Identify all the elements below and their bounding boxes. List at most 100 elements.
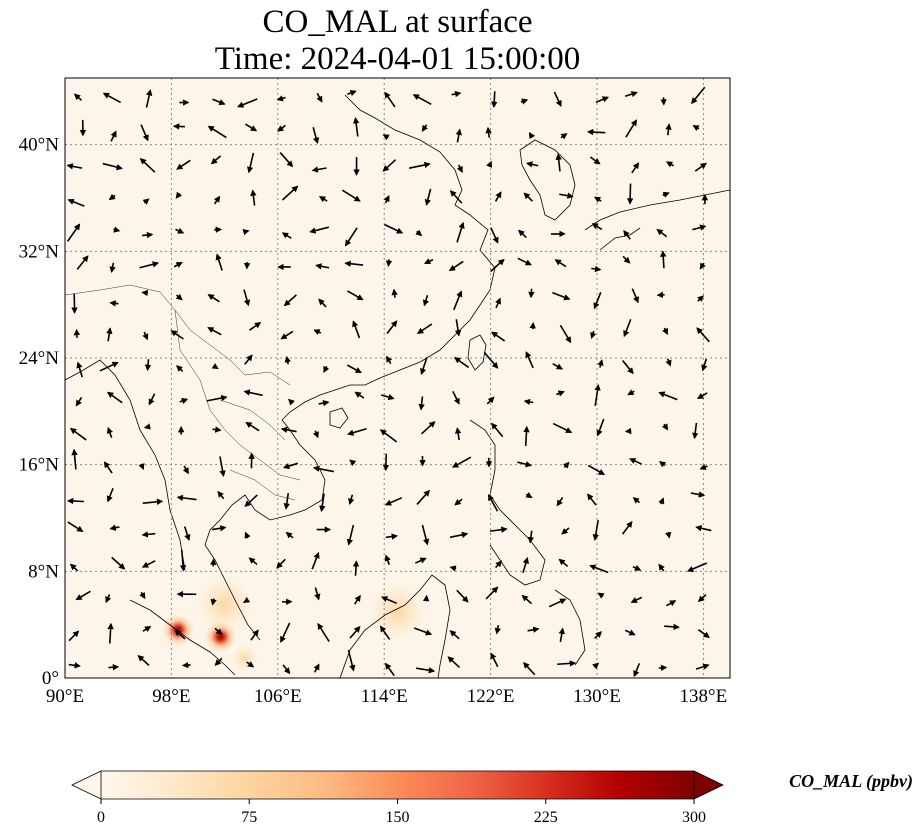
wind-arrow — [237, 98, 258, 108]
lon-tick-label: 106°E — [254, 686, 302, 707]
wind-arrow — [318, 298, 327, 308]
wind-arrow — [413, 627, 433, 636]
wind-arrow — [207, 327, 222, 336]
wind-arrow — [311, 551, 320, 570]
wind-arrow — [140, 124, 149, 142]
wind-arrow — [105, 594, 112, 604]
wind-arrow — [586, 128, 606, 136]
wind-arrow — [490, 227, 499, 244]
wind-arrow — [517, 461, 533, 468]
wind-arrow — [697, 629, 710, 638]
concentration-hotspot — [367, 581, 428, 642]
wind-arrow — [522, 557, 529, 574]
wind-arrow — [111, 556, 126, 570]
wind-arrow — [686, 562, 708, 572]
wind-arrow — [280, 426, 297, 434]
wind-arrow — [212, 525, 227, 532]
wind-arrow — [456, 589, 469, 603]
country-borders — [65, 284, 301, 501]
wind-arrow — [624, 629, 636, 636]
wind-arrow — [631, 288, 639, 304]
wind-arrow — [691, 86, 706, 105]
wind-arrow — [414, 557, 427, 564]
wind-arrow — [244, 494, 258, 508]
wind-arrow — [174, 629, 186, 640]
wind-arrow — [215, 253, 223, 271]
wind-arrow — [528, 288, 535, 299]
wind-arrow — [385, 533, 398, 540]
wind-arrow — [692, 224, 707, 231]
wind-arrow — [424, 188, 432, 206]
wind-arrow — [207, 294, 220, 303]
wind-arrow — [113, 226, 121, 233]
colorbar-extend-low — [71, 770, 102, 800]
wind-arrow — [632, 497, 641, 504]
wind-arrow — [627, 389, 635, 396]
wind-arrow — [244, 531, 251, 539]
gridlines — [65, 78, 730, 678]
wind-arrow — [695, 663, 710, 670]
wind-arrow — [99, 361, 119, 372]
wind-arrow — [591, 265, 602, 273]
wind-arrow — [658, 497, 665, 505]
wind-arrow — [288, 398, 295, 406]
wind-arrow — [384, 223, 404, 234]
wind-arrow — [279, 152, 294, 168]
wind-vectors — [66, 86, 712, 678]
wind-arrow — [665, 531, 672, 539]
wind-arrow — [454, 427, 462, 441]
wind-arrow — [623, 230, 631, 240]
wind-arrow — [593, 196, 602, 203]
wind-arrow — [556, 497, 564, 507]
wind-arrow — [349, 625, 361, 639]
wind-arrow — [494, 560, 503, 569]
wind-arrow — [452, 391, 460, 405]
wind-arrow — [494, 191, 502, 202]
wind-arrow — [625, 119, 637, 138]
wind-arrow — [559, 192, 574, 199]
wind-arrow — [447, 656, 461, 669]
wind-arrow — [109, 524, 120, 531]
wind-arrow — [102, 92, 122, 104]
wind-arrow — [381, 596, 397, 605]
wind-arrow — [242, 229, 250, 236]
wind-arrow — [561, 527, 570, 535]
wind-arrow — [379, 625, 391, 640]
wind-arrow — [66, 223, 81, 242]
wind-arrow — [520, 98, 529, 105]
wind-arrow — [560, 133, 568, 140]
wind-arrow — [621, 521, 633, 535]
wind-arrow — [212, 98, 226, 106]
wind-arrow — [66, 497, 85, 505]
wind-arrow — [176, 159, 191, 170]
wind-arrow — [142, 231, 154, 239]
wind-arrow — [313, 663, 320, 673]
wind-arrow — [317, 622, 330, 643]
wind-arrow — [622, 255, 631, 264]
wind-arrow — [182, 465, 189, 475]
wind-arrow — [416, 323, 433, 334]
wind-arrow — [451, 90, 462, 98]
lat-tick-label: 24°N — [19, 348, 60, 369]
wind-arrow — [455, 128, 462, 143]
wind-arrow — [391, 288, 398, 298]
wind-arrow — [76, 361, 84, 378]
colorbar-tick-label: 150 — [386, 809, 410, 826]
wind-arrow — [587, 464, 606, 476]
wind-arrow — [107, 622, 114, 644]
wind-arrow — [486, 396, 495, 405]
wind-arrow — [453, 290, 463, 311]
wind-arrow — [143, 423, 151, 430]
wind-arrow — [412, 94, 432, 106]
wind-arrow — [179, 398, 189, 405]
wind-arrow — [523, 192, 534, 202]
wind-arrow — [660, 250, 667, 269]
wind-arrow — [71, 448, 78, 470]
wind-arrow — [487, 494, 499, 512]
wind-arrow — [490, 258, 505, 273]
wind-arrow — [244, 354, 253, 365]
wind-arrow — [137, 654, 150, 667]
wind-arrow — [526, 161, 539, 168]
wind-arrow — [347, 290, 364, 301]
